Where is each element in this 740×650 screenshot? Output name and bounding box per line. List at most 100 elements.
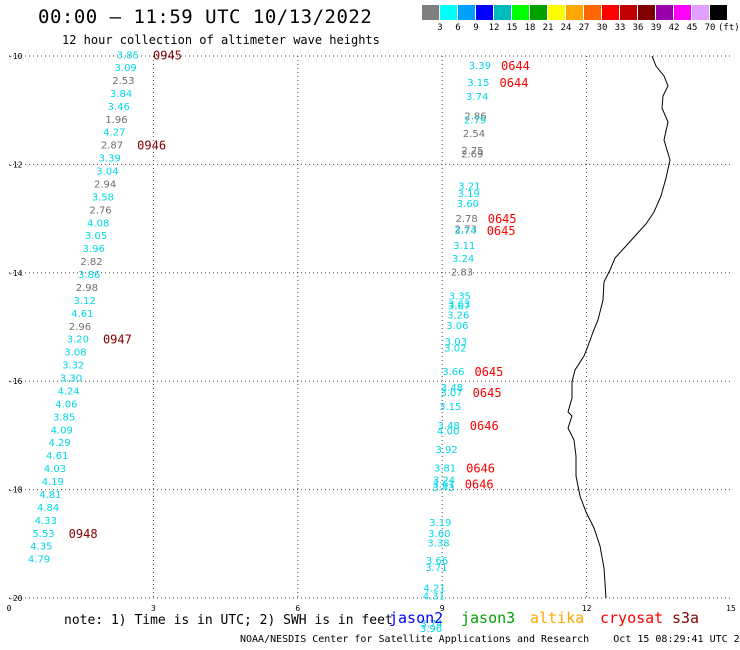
swh-label: 3.03 [445,337,467,348]
swh-label: 2.98 [76,283,98,294]
color-scale-label: 18 [524,23,536,33]
y-tick-label: -10 [8,52,23,61]
swh-label: 3.05 [85,231,107,242]
swh-label: 4.06 [55,399,77,410]
color-swatch [638,5,655,20]
swh-label: 3.19 [429,518,451,529]
color-scale-label: 36 [632,23,644,33]
color-swatch [512,5,529,20]
swh-label: 3.46 [108,102,130,113]
swh-label: 3.09 [115,63,137,74]
swh-label: 3.74 [454,226,476,237]
swh-label: 4.61 [46,451,68,462]
swh-label: 2.76 [89,205,111,216]
swh-label: 3.67 [448,301,470,312]
swh-label: 2.94 [94,179,116,190]
swh-label: 3.85 [117,50,139,61]
swh-label: 3.02 [444,344,466,355]
swh-label: 4.19 [42,477,64,488]
swh-label: 3.26 [447,311,469,322]
color-swatch [494,5,511,20]
swh-label: 3.84 [110,89,132,100]
swh-label: 4.08 [87,218,109,229]
swh-label: 3.85 [53,412,75,423]
color-scale-label: 70 [704,23,716,33]
color-swatch [692,5,709,20]
time-label: 0645 [474,365,503,379]
swh-label: 4.79 [28,554,50,565]
page-subtitle: 12 hour collection of altimeter wave hei… [62,33,380,47]
legend-jason2: jason2 [389,609,444,627]
swh-label: 2.53 [112,76,134,87]
swh-label: 3.32 [62,360,84,371]
x-tick-label: 9 [440,604,445,613]
swh-label: 3.60 [428,529,450,540]
legend-s3a: s3a [672,609,700,627]
time-label: 0646 [466,461,495,475]
color-swatch [548,5,565,20]
swh-label: 2.83 [451,268,473,279]
color-swatch [458,5,475,20]
swh-label: 3.21 [458,182,480,193]
time-label: 0948 [69,527,98,541]
legend-cryosat: cryosat [600,609,664,627]
color-swatch [476,5,493,20]
swh-label: 4.84 [37,503,59,514]
swh-label: 3.06 [446,321,468,332]
swh-label: 2.75 [461,146,483,157]
swh-label: 3.71 [425,563,447,574]
swh-label: 2.79 [464,115,486,126]
swh-label: 3.74 [466,92,488,103]
time-label: 0646 [465,478,494,492]
color-scale-label: 6 [455,23,461,33]
legend-jason3: jason3 [461,609,516,627]
swh-label: 3.58 [92,192,114,203]
color-swatch [710,5,727,20]
swh-label: 2.69 [461,150,483,161]
swh-label: 3.66 [426,556,448,567]
swh-label: 3.96 [83,244,105,255]
swh-label: 3.24 [433,475,455,486]
swh-label: 2.96 [69,322,91,333]
footnote: note: 1) Time is in UTC; 2) SWH is in fe… [64,613,393,628]
swh-label: 4.24 [58,386,80,397]
swh-label: 3.08 [64,347,86,358]
swh-label: 3.74 [420,619,442,630]
axis-ticks: -10 -12 -14 -16 -18 -200 3 6 9 12 15 [7,52,736,613]
swh-label: 3.15 [439,402,461,413]
color-scale-label: 15 [506,23,518,33]
y-tick-label: -20 [8,594,23,603]
color-swatch [566,5,583,20]
color-scale-label: 12 [488,23,500,33]
time-label: 0644 [501,59,530,73]
swh-label: 3.19 [458,189,480,200]
swh-label: 3.35 [449,292,471,303]
color-swatch [440,5,457,20]
color-scale-label: 30 [596,23,608,33]
swh-label: 2.87 [101,140,123,151]
swh-label: 3.63 [448,300,470,311]
swh-label: 4.03 [44,464,66,475]
swh-label: 4.33 [35,516,57,527]
swh-label: 3.20 [67,334,89,345]
x-tick-label: 0 [7,604,12,613]
color-scale-label: 42 [668,23,680,33]
y-tick-label: -14 [8,269,23,278]
swh-label: 3.48 [441,383,463,394]
time-label: 0947 [103,332,132,346]
color-scale-label: 21 [542,23,554,33]
legend-altika: altika [530,609,585,627]
swh-label: 3.96 [420,624,442,635]
swh-label: 3.61 [432,480,454,491]
swh-label: 3.48 [438,421,460,432]
x-tick-label: 6 [295,604,300,613]
color-scale-label: 24 [560,23,572,33]
color-swatch [530,5,547,20]
color-scale-label: 9 [473,23,479,33]
color-scale-label: 27 [578,23,590,33]
swh-label: 3.15 [467,78,489,89]
swh-label: 3.04 [96,166,118,177]
color-scale-unit: (ft) [718,23,740,33]
time-label: 0645 [487,224,516,238]
swh-label: 3.92 [435,445,457,456]
